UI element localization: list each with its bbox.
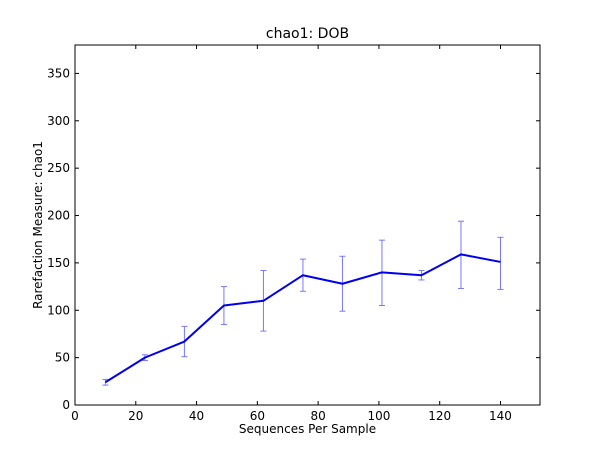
- series-line: [104, 253, 501, 384]
- y-tick-label: 350: [47, 66, 70, 80]
- y-tick-label: 300: [47, 114, 70, 128]
- x-tick-label: 20: [128, 409, 143, 423]
- plot-frame: [74, 44, 541, 406]
- y-tick-label: 200: [47, 209, 70, 223]
- y-axis: 0 50 100 150 200 250 300 350: [47, 66, 540, 412]
- y-tick-label: 250: [47, 161, 70, 175]
- x-tick-label: 40: [189, 409, 204, 423]
- x-tick-label: 120: [428, 409, 451, 423]
- x-tick-label: 140: [489, 409, 512, 423]
- y-tick-label: 0: [62, 398, 70, 412]
- y-tick-label: 50: [55, 351, 70, 365]
- y-axis-label: Rarefaction Measure: chao1: [31, 141, 45, 309]
- y-tick-label: 150: [47, 256, 70, 270]
- series-lines: [104, 253, 501, 384]
- x-tick-label: 0: [71, 409, 79, 423]
- x-tick-label: 100: [367, 409, 390, 423]
- x-axis-label: Sequences Per Sample: [239, 422, 376, 436]
- y-tick-label: 100: [47, 303, 70, 317]
- x-tick-label: 60: [250, 409, 265, 423]
- error-bars: [102, 220, 504, 386]
- x-axis: 0 20 40 60 80 100 120 140: [71, 45, 512, 423]
- chart-title: chao1: DOB: [266, 26, 349, 42]
- x-tick-label: 80: [310, 409, 325, 423]
